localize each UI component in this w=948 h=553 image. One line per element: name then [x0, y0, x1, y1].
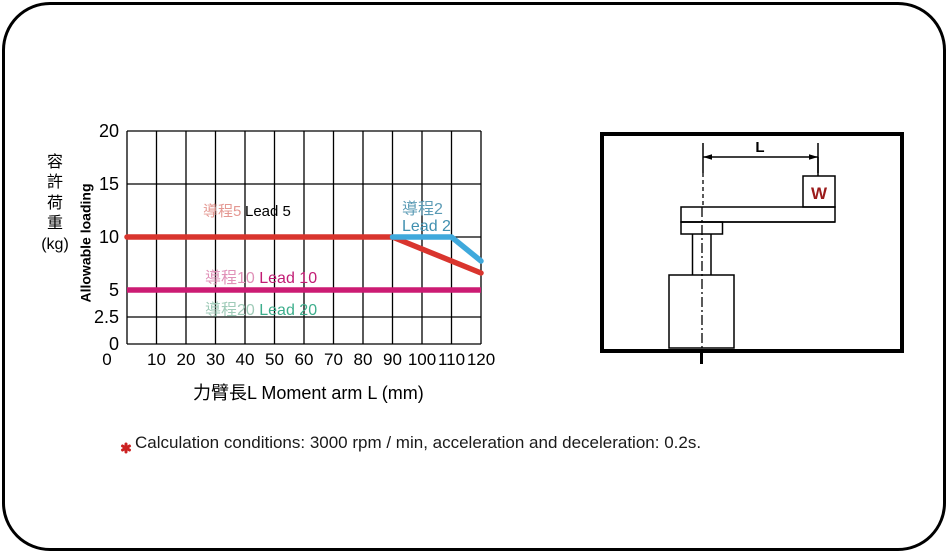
svg-text:Lead 5: Lead 5: [245, 203, 291, 220]
svg-text:5: 5: [109, 280, 119, 300]
svg-text:90: 90: [383, 350, 402, 369]
svg-text:20: 20: [99, 121, 119, 141]
svg-text:110: 110: [438, 350, 465, 369]
svg-text:100: 100: [408, 350, 436, 369]
svg-text:20: 20: [177, 350, 196, 369]
svg-text:70: 70: [324, 350, 343, 369]
svg-text:40: 40: [236, 350, 255, 369]
svg-text:導程5: 導程5: [203, 203, 241, 220]
svg-text:0: 0: [102, 350, 111, 369]
svg-text:導程20 Lead 20: 導程20 Lead 20: [205, 300, 317, 319]
svg-text:80: 80: [354, 350, 373, 369]
svg-text:30: 30: [206, 350, 225, 369]
svg-text:Lead 2: Lead 2: [402, 218, 451, 235]
svg-text:2.5: 2.5: [94, 307, 119, 327]
svg-text:120: 120: [467, 350, 495, 369]
svg-text:10: 10: [99, 227, 119, 247]
svg-text:50: 50: [265, 350, 284, 369]
svg-text:導程10 Lead 10: 導程10 Lead 10: [205, 268, 317, 287]
svg-text:導程2: 導程2: [402, 199, 443, 218]
svg-text:15: 15: [99, 174, 119, 194]
svg-text:W: W: [811, 184, 828, 203]
svg-text:10: 10: [147, 350, 166, 369]
svg-text:L: L: [755, 139, 764, 156]
svg-text:60: 60: [295, 350, 314, 369]
